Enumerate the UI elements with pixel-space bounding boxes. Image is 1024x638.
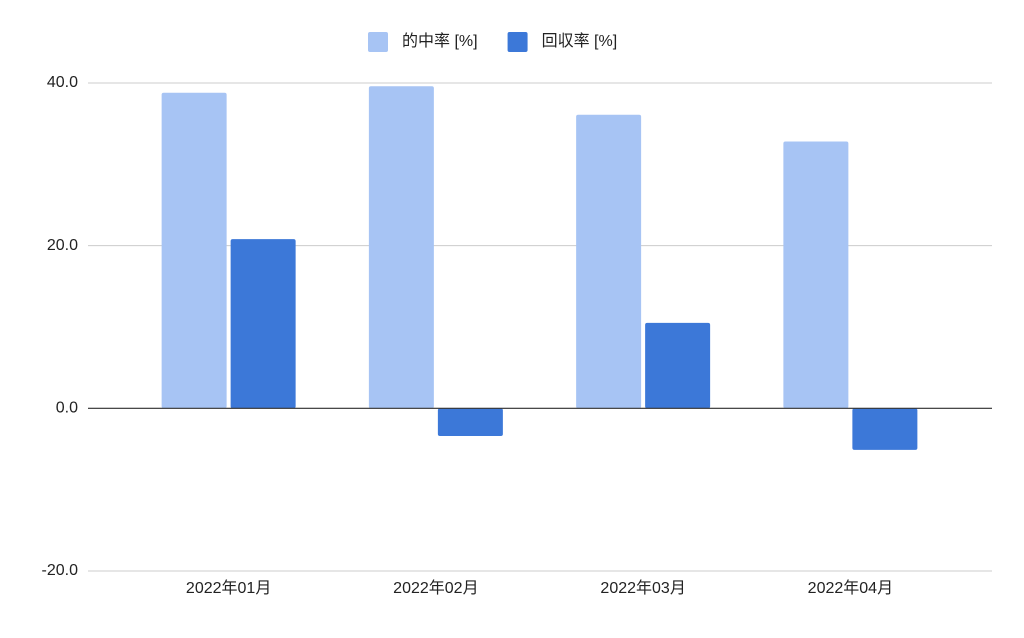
y-tick-label: -20.0 bbox=[42, 562, 79, 579]
bar bbox=[645, 322, 711, 409]
legend-swatch bbox=[368, 32, 388, 52]
bar bbox=[368, 86, 434, 409]
x-tick-label: 2022年02月 bbox=[393, 579, 478, 597]
legend-label: 回収率 [%] bbox=[542, 32, 618, 50]
y-tick-label: 40.0 bbox=[47, 74, 78, 91]
bar bbox=[437, 408, 503, 436]
x-tick-label: 2022年01月 bbox=[186, 579, 271, 597]
bar bbox=[576, 114, 642, 409]
bar bbox=[161, 92, 227, 409]
x-tick-label: 2022年03月 bbox=[600, 579, 685, 597]
y-tick-label: 20.0 bbox=[47, 237, 78, 254]
bar bbox=[852, 408, 918, 450]
legend-label: 的中率 [%] bbox=[402, 32, 478, 50]
x-tick-label: 2022年04月 bbox=[808, 579, 893, 597]
y-tick-label: 0.0 bbox=[56, 400, 78, 417]
bar bbox=[230, 239, 296, 409]
legend-swatch bbox=[507, 32, 528, 52]
bar bbox=[783, 141, 849, 409]
